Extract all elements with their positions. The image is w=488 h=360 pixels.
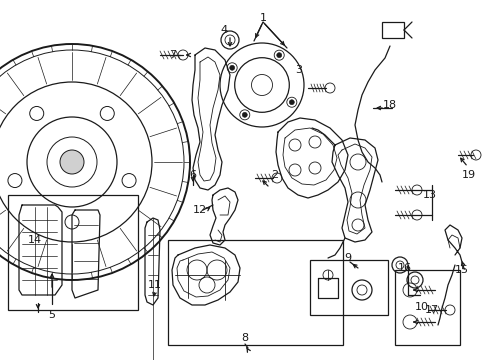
Text: 13: 13 [422,190,436,200]
Text: 19: 19 [461,170,475,180]
Text: 3: 3 [295,65,302,75]
Bar [394,270,459,345]
Circle shape [289,100,294,105]
Text: 17: 17 [424,305,438,315]
Circle shape [229,65,234,70]
Text: 16: 16 [397,263,411,273]
Text: 10: 10 [414,302,428,312]
Text: 7: 7 [169,50,176,60]
Circle shape [60,150,84,174]
Bar [381,22,403,38]
Text: 6: 6 [189,170,196,180]
Bar [8,195,138,310]
Bar [309,260,387,315]
Text: 4: 4 [220,25,227,35]
Circle shape [242,112,247,117]
Text: 15: 15 [454,265,468,275]
Circle shape [276,53,281,58]
Text: 1: 1 [259,13,266,23]
Text: 5: 5 [48,310,55,320]
Bar [168,240,342,345]
Text: 8: 8 [241,333,248,343]
Text: 14: 14 [28,235,42,245]
Text: 9: 9 [344,253,351,263]
Text: 12: 12 [193,205,206,215]
Text: 18: 18 [382,100,396,110]
Text: 11: 11 [148,280,162,290]
Text: 2: 2 [271,170,278,180]
